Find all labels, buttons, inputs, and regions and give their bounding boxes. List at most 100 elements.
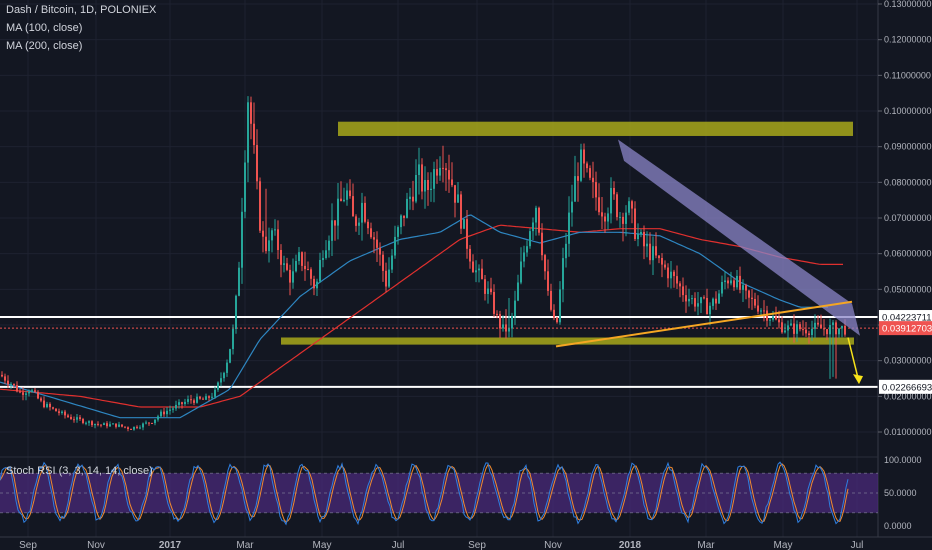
candle-body: [256, 145, 258, 182]
candle-body: [157, 416, 159, 420]
candle-body: [646, 243, 648, 247]
candle-body: [814, 322, 816, 329]
ma200-legend: MA (200, close): [6, 40, 83, 52]
candle-body: [337, 198, 339, 226]
candle-body: [676, 276, 678, 284]
candle-body: [571, 201, 573, 213]
candle-body: [652, 246, 654, 261]
candle-body: [211, 396, 213, 398]
price-tick-label: 0.11000000: [884, 70, 931, 80]
candle-body: [223, 372, 225, 379]
candle-body: [841, 325, 843, 329]
candle-body: [658, 255, 660, 259]
candle-body: [433, 169, 435, 189]
candle-body: [697, 303, 699, 307]
candle-body: [334, 220, 336, 226]
time-tick-label: Nov: [87, 540, 105, 550]
price-tick-label: 0.03000000: [884, 356, 932, 366]
candle-body: [58, 411, 60, 413]
candle-body: [475, 270, 477, 273]
candle-body: [511, 316, 513, 329]
candle-body: [772, 316, 774, 320]
candle-body: [718, 293, 720, 304]
candle-body: [460, 194, 462, 229]
price-axis[interactable]: 0.13000000 0.12000000 0.11000000 0.10000000…: [877, 0, 932, 550]
candle-body: [112, 423, 114, 425]
candle-body: [721, 282, 723, 294]
candle-body: [532, 222, 534, 232]
candle-body: [472, 261, 474, 273]
candle-body: [349, 190, 351, 197]
candle-body: [400, 215, 402, 228]
candle-body: [694, 298, 696, 307]
candle-body: [757, 305, 759, 312]
candle-body: [292, 271, 294, 283]
candle-body: [244, 162, 246, 212]
candle-body: [745, 285, 747, 291]
candle-body: [553, 309, 555, 318]
candle-body: [109, 424, 111, 427]
candle-body: [730, 280, 732, 284]
candle-body: [631, 201, 633, 209]
candle-body: [628, 201, 630, 213]
candle-body: [661, 258, 663, 265]
candle-body: [307, 269, 309, 271]
time-tick-label: May: [313, 540, 332, 550]
candle-body: [736, 275, 738, 288]
candle-body: [55, 408, 57, 412]
candle-body: [700, 297, 702, 304]
time-axis[interactable]: Sep Nov 2017 Mar May Jul Sep Nov 2018 Mar May Jul: [0, 536, 932, 550]
candle-body: [271, 230, 273, 241]
price-axis-bg: [878, 0, 932, 550]
candle-body: [235, 295, 237, 329]
candle-body: [232, 329, 234, 350]
candle-body: [463, 219, 465, 229]
candle-body: [586, 163, 588, 169]
descending-trend-band: [618, 139, 860, 336]
candle-body: [385, 270, 387, 287]
candle-body: [229, 349, 231, 363]
candle-body: [31, 390, 33, 392]
candle-body: [778, 319, 780, 323]
candle-body: [361, 202, 363, 223]
stoch-k-line: [0, 461, 849, 526]
price-tick-label: 0.01000000: [884, 427, 932, 437]
ma100-legend: MA (100, close): [6, 22, 83, 34]
projection-arrow-line: [847, 337, 859, 379]
price-tick-label: 0.08000000: [884, 177, 932, 187]
candle-body: [250, 102, 252, 124]
candle-body: [403, 215, 405, 218]
candle-body: [151, 423, 153, 424]
candle-body: [481, 268, 483, 280]
candle-body: [568, 212, 570, 244]
candle-body: [445, 168, 447, 171]
candle-body: [316, 281, 318, 289]
candle-body: [493, 292, 495, 314]
candle-body: [367, 221, 369, 229]
candle-body: [118, 424, 120, 427]
candle-body: [442, 167, 444, 169]
candle-body: [637, 234, 639, 240]
candle-body: [10, 383, 12, 385]
price-tick-label: 0.12000000: [884, 35, 932, 45]
candle-body: [169, 409, 171, 411]
candle-body: [172, 408, 174, 410]
candle-body: [124, 426, 126, 428]
candle-body: [811, 328, 813, 335]
candle-body: [133, 426, 135, 430]
candle-body: [154, 419, 156, 424]
candle-body: [358, 222, 360, 226]
candle-body: [40, 398, 42, 401]
candle-body: [688, 298, 690, 302]
candle-body: [238, 267, 240, 296]
candle-body: [202, 398, 204, 400]
candle-body: [352, 196, 354, 217]
price-label-text: 0.02266693: [882, 382, 932, 393]
candle-body: [796, 324, 798, 334]
candle-body: [106, 423, 108, 427]
candle-body: [436, 169, 438, 176]
price-tick-label: 0.02000000: [884, 391, 932, 401]
candle-body: [376, 239, 378, 248]
